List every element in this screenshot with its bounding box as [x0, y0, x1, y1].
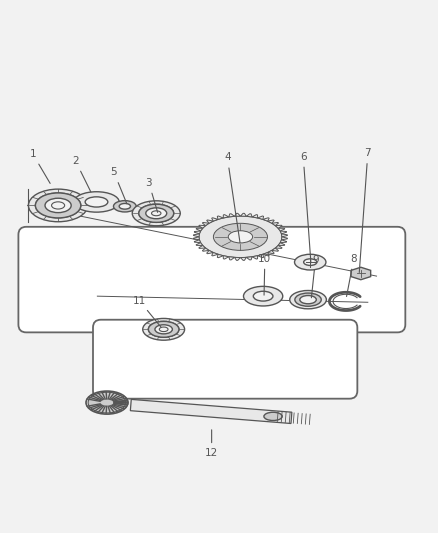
Polygon shape: [267, 220, 274, 223]
Polygon shape: [211, 218, 218, 221]
Polygon shape: [234, 213, 240, 216]
Polygon shape: [217, 254, 223, 257]
Text: 1: 1: [29, 149, 50, 183]
Ellipse shape: [289, 290, 325, 309]
Ellipse shape: [51, 202, 64, 209]
Text: 8: 8: [346, 254, 357, 296]
Text: 10: 10: [258, 254, 271, 295]
Polygon shape: [262, 218, 268, 221]
Ellipse shape: [35, 193, 81, 218]
Polygon shape: [278, 228, 284, 231]
Polygon shape: [206, 220, 213, 223]
Polygon shape: [25, 234, 397, 325]
Polygon shape: [196, 243, 202, 246]
Polygon shape: [206, 251, 213, 254]
Text: 9: 9: [311, 255, 318, 298]
Ellipse shape: [198, 216, 281, 257]
Ellipse shape: [263, 412, 282, 421]
Polygon shape: [271, 248, 278, 251]
Ellipse shape: [85, 197, 108, 207]
Ellipse shape: [155, 325, 172, 334]
Polygon shape: [251, 256, 257, 259]
Ellipse shape: [138, 204, 173, 222]
Polygon shape: [350, 267, 370, 280]
Polygon shape: [262, 253, 268, 256]
Polygon shape: [217, 216, 223, 220]
Polygon shape: [257, 254, 263, 257]
Ellipse shape: [74, 192, 119, 212]
Polygon shape: [271, 222, 278, 225]
Polygon shape: [228, 257, 234, 260]
Polygon shape: [223, 215, 228, 218]
Ellipse shape: [142, 318, 184, 340]
Polygon shape: [279, 240, 286, 243]
Ellipse shape: [213, 223, 267, 251]
Polygon shape: [228, 214, 234, 217]
Ellipse shape: [303, 259, 316, 265]
Polygon shape: [130, 399, 291, 424]
Polygon shape: [278, 243, 284, 246]
Text: 3: 3: [145, 177, 157, 212]
Ellipse shape: [113, 200, 136, 212]
Polygon shape: [251, 215, 257, 218]
Ellipse shape: [243, 286, 282, 306]
Ellipse shape: [151, 211, 161, 216]
Polygon shape: [240, 257, 246, 260]
Polygon shape: [194, 240, 200, 243]
Polygon shape: [279, 231, 286, 234]
Ellipse shape: [294, 254, 325, 270]
Polygon shape: [240, 213, 246, 216]
Polygon shape: [198, 246, 205, 248]
Ellipse shape: [299, 295, 315, 304]
Polygon shape: [194, 231, 200, 234]
Text: 5: 5: [110, 167, 127, 204]
Polygon shape: [202, 248, 208, 251]
Polygon shape: [223, 256, 228, 259]
Ellipse shape: [148, 321, 179, 337]
Polygon shape: [281, 234, 287, 237]
Text: 7: 7: [358, 148, 370, 272]
Polygon shape: [234, 257, 240, 260]
Ellipse shape: [119, 204, 130, 209]
Polygon shape: [193, 234, 199, 237]
Polygon shape: [281, 237, 287, 240]
Polygon shape: [202, 222, 208, 225]
Text: 2: 2: [72, 156, 91, 192]
Polygon shape: [246, 214, 251, 217]
Text: 11: 11: [132, 295, 161, 327]
Polygon shape: [193, 237, 199, 240]
Ellipse shape: [45, 198, 71, 213]
Ellipse shape: [88, 392, 126, 413]
Ellipse shape: [145, 208, 166, 219]
Ellipse shape: [138, 204, 173, 222]
Polygon shape: [275, 225, 282, 228]
Polygon shape: [267, 251, 274, 254]
Polygon shape: [211, 253, 218, 256]
Text: 12: 12: [205, 430, 218, 458]
FancyBboxPatch shape: [18, 227, 404, 333]
Ellipse shape: [132, 201, 180, 226]
Polygon shape: [246, 257, 251, 260]
Polygon shape: [198, 225, 205, 228]
Text: 4: 4: [223, 152, 240, 243]
Text: 6: 6: [299, 151, 310, 263]
Polygon shape: [257, 216, 263, 220]
Ellipse shape: [35, 193, 81, 218]
Polygon shape: [196, 228, 202, 231]
Ellipse shape: [28, 189, 88, 222]
FancyBboxPatch shape: [93, 320, 357, 399]
Ellipse shape: [148, 321, 179, 337]
Polygon shape: [275, 246, 282, 248]
Ellipse shape: [294, 293, 321, 306]
Ellipse shape: [159, 327, 168, 332]
Ellipse shape: [253, 291, 272, 301]
Ellipse shape: [228, 231, 252, 243]
